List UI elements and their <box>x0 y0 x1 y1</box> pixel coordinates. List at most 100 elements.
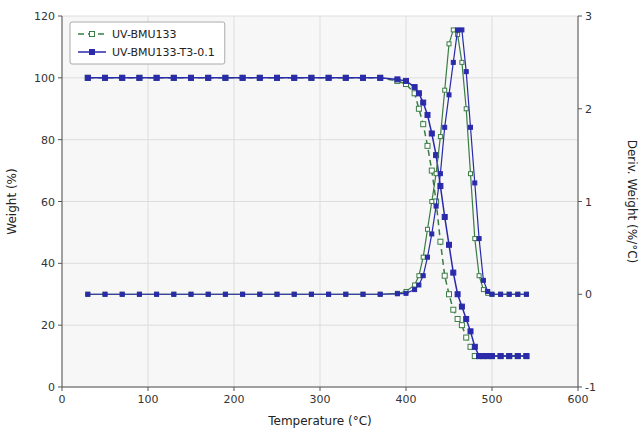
marker <box>515 354 520 359</box>
marker <box>507 292 511 296</box>
marker <box>421 274 425 278</box>
x-tick <box>406 387 407 391</box>
y2-tick <box>578 294 582 295</box>
marker <box>292 292 296 296</box>
marker <box>460 60 464 64</box>
x-tick-label: 600 <box>568 393 589 406</box>
marker <box>103 292 107 296</box>
marker <box>486 289 490 293</box>
marker <box>395 292 399 296</box>
y2-tick <box>578 108 582 109</box>
grid-line <box>62 263 578 264</box>
marker <box>257 75 262 80</box>
marker <box>459 304 464 309</box>
marker <box>451 307 456 312</box>
x-tick <box>148 387 149 391</box>
y-tick-label: 80 <box>41 134 55 147</box>
marker <box>442 273 447 278</box>
marker <box>137 75 142 80</box>
marker <box>120 292 124 296</box>
marker <box>223 75 228 80</box>
y-tick <box>58 387 62 388</box>
marker <box>447 242 452 247</box>
marker <box>361 75 366 80</box>
marker <box>481 278 485 282</box>
legend: UV-BMU133UV-BMU133-T3-0.1 <box>70 22 225 64</box>
marker <box>258 292 262 296</box>
y2-tick <box>578 387 582 388</box>
marker <box>438 172 442 176</box>
marker <box>241 292 245 296</box>
marker <box>524 292 528 296</box>
grid-line <box>62 325 578 326</box>
marker <box>473 237 477 241</box>
marker <box>498 354 503 359</box>
marker <box>120 75 125 80</box>
y-axis-label: Weight (%) <box>5 168 19 234</box>
marker <box>206 292 210 296</box>
y2-tick <box>578 16 582 17</box>
marker <box>425 112 430 117</box>
marker <box>438 135 442 139</box>
marker <box>464 70 468 74</box>
marker <box>378 75 383 80</box>
marker <box>469 172 473 176</box>
marker <box>120 75 125 80</box>
marker <box>257 75 262 80</box>
marker <box>223 292 227 296</box>
marker <box>86 292 90 296</box>
marker <box>223 292 227 296</box>
marker <box>490 292 494 296</box>
x-tick <box>578 387 579 391</box>
marker <box>430 200 434 204</box>
marker <box>426 227 430 231</box>
series <box>85 75 529 358</box>
marker <box>421 255 425 259</box>
marker <box>171 75 176 80</box>
marker <box>524 354 529 359</box>
marker <box>327 292 331 296</box>
marker <box>425 143 430 148</box>
x-tick <box>234 387 235 391</box>
marker <box>442 214 447 219</box>
marker <box>154 75 159 80</box>
marker <box>137 292 141 296</box>
marker <box>172 292 176 296</box>
marker <box>155 292 159 296</box>
grid-line <box>62 201 578 202</box>
grid-line <box>62 139 578 140</box>
marker <box>469 125 473 129</box>
marker <box>459 323 464 328</box>
marker <box>451 270 456 275</box>
marker <box>464 316 469 321</box>
marker <box>481 288 485 292</box>
marker <box>429 168 434 173</box>
marker <box>395 291 399 295</box>
y-tick <box>58 139 62 140</box>
marker <box>524 354 529 359</box>
marker <box>86 292 90 296</box>
marker <box>426 255 430 259</box>
marker <box>455 316 460 321</box>
marker <box>416 91 421 96</box>
marker <box>490 292 494 296</box>
plot-background <box>62 16 578 387</box>
marker <box>434 204 438 208</box>
y-tick <box>58 77 62 78</box>
marker <box>477 237 481 241</box>
marker <box>464 107 468 111</box>
marker <box>395 77 400 82</box>
marker <box>171 75 176 80</box>
marker <box>206 75 211 80</box>
marker <box>120 292 124 296</box>
series <box>86 28 529 296</box>
line <box>88 78 527 356</box>
marker <box>343 75 348 80</box>
y2-tick-label: 1 <box>585 196 592 209</box>
legend-label: UV-BMU133 <box>112 28 177 41</box>
marker <box>343 75 348 80</box>
marker <box>430 232 434 236</box>
marker <box>447 292 452 297</box>
marker <box>378 292 382 296</box>
marker <box>490 354 495 359</box>
